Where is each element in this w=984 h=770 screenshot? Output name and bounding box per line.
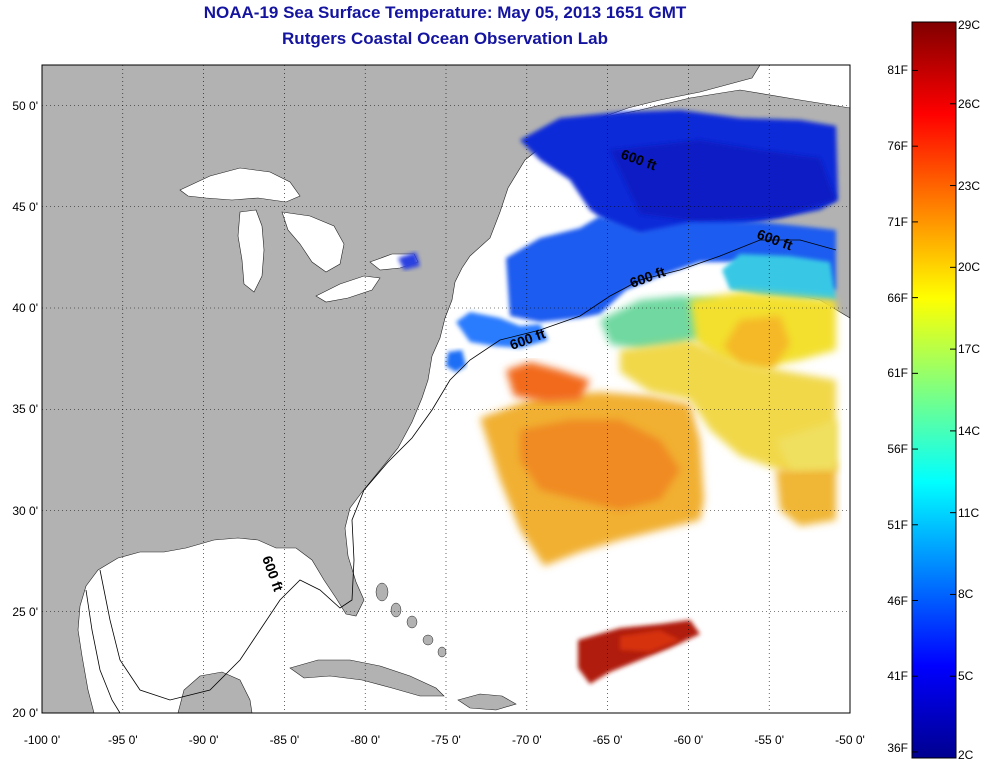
colorbar-celsius-label: 2C bbox=[958, 748, 974, 762]
latitude-tick-label: 40 0' bbox=[12, 301, 38, 315]
graticule-grid bbox=[42, 65, 850, 713]
latitude-tick-label: 35 0' bbox=[12, 402, 38, 417]
colorbar-fahrenheit-label: 76F bbox=[887, 139, 908, 154]
longitude-tick-label: -100 0' bbox=[23, 733, 61, 747]
longitude-tick-label: -50 0' bbox=[835, 733, 865, 747]
colorbar-celsius-label: 20C bbox=[958, 260, 981, 275]
colorbar-celsius-label: 11C bbox=[958, 505, 980, 520]
colorbar-celsius-label: 29C bbox=[958, 18, 981, 32]
colorbar-fahrenheit-label: 51F bbox=[887, 517, 908, 532]
colorbar bbox=[911, 21, 957, 759]
colorbar-celsius-label: 5C bbox=[958, 669, 974, 684]
colorbar-ticks bbox=[912, 21, 956, 759]
lake-erie bbox=[315, 275, 381, 303]
map-title: NOAA-19 Sea Surface Temperature: May 05,… bbox=[203, 3, 687, 22]
longitude-tick-label: -80 0' bbox=[350, 733, 381, 747]
colorbar-celsius-label: 17C bbox=[958, 342, 981, 357]
longitude-tick-label: -65 0' bbox=[592, 733, 623, 747]
colorbar-fahrenheit-label: 46F bbox=[887, 593, 908, 608]
latitude-tick-label: 30 0' bbox=[12, 503, 38, 518]
longitude-tick-label: -55 0' bbox=[754, 733, 785, 747]
latitude-tick-label: 45 0' bbox=[12, 199, 38, 214]
isobath-600ft bbox=[85, 239, 837, 713]
colorbar-celsius-label: 14C bbox=[958, 423, 981, 438]
land-north-america bbox=[42, 65, 761, 713]
colorbar-fahrenheit-label: 71F bbox=[887, 214, 908, 229]
longitude-tick-label: -95 0' bbox=[107, 733, 138, 747]
longitude-tick-label: -75 0' bbox=[431, 733, 461, 747]
longitude-tick-label: -90 0' bbox=[188, 733, 219, 747]
colorbar-celsius-label: 23C bbox=[958, 178, 981, 193]
latitude-tick-label: 20 0' bbox=[12, 706, 38, 720]
colorbar-fahrenheit-label: 66F bbox=[887, 290, 908, 305]
colorbar-fahrenheit-label: 36F bbox=[887, 740, 908, 755]
map-frame bbox=[41, 64, 851, 714]
colorbar-celsius-label: 8C bbox=[958, 587, 974, 602]
land-hispaniola bbox=[457, 693, 517, 711]
lake-michigan bbox=[237, 209, 265, 293]
land-bahamas bbox=[375, 582, 447, 658]
lake-superior bbox=[179, 167, 301, 203]
latitude-tick-label: 50 0' bbox=[12, 98, 38, 113]
colorbar-fahrenheit-label: 61F bbox=[887, 366, 908, 381]
longitude-tick-label: -85 0' bbox=[269, 733, 300, 747]
lake-huron bbox=[281, 211, 345, 273]
map-subtitle: Rutgers Coastal Ocean Observation Lab bbox=[282, 29, 608, 48]
colorbar-fahrenheit-label: 56F bbox=[887, 442, 908, 457]
colorbar-fahrenheit-label: 81F bbox=[887, 63, 908, 78]
colorbar-celsius-label: 26C bbox=[958, 96, 981, 111]
colorbar-fahrenheit-label: 41F bbox=[887, 669, 908, 684]
land-yucatan bbox=[177, 671, 253, 713]
land-cuba bbox=[289, 659, 445, 697]
latitude-tick-label: 25 0' bbox=[12, 604, 38, 619]
longitude-tick-label: -70 0' bbox=[511, 733, 542, 747]
longitude-tick-label: -60 0' bbox=[673, 733, 704, 747]
